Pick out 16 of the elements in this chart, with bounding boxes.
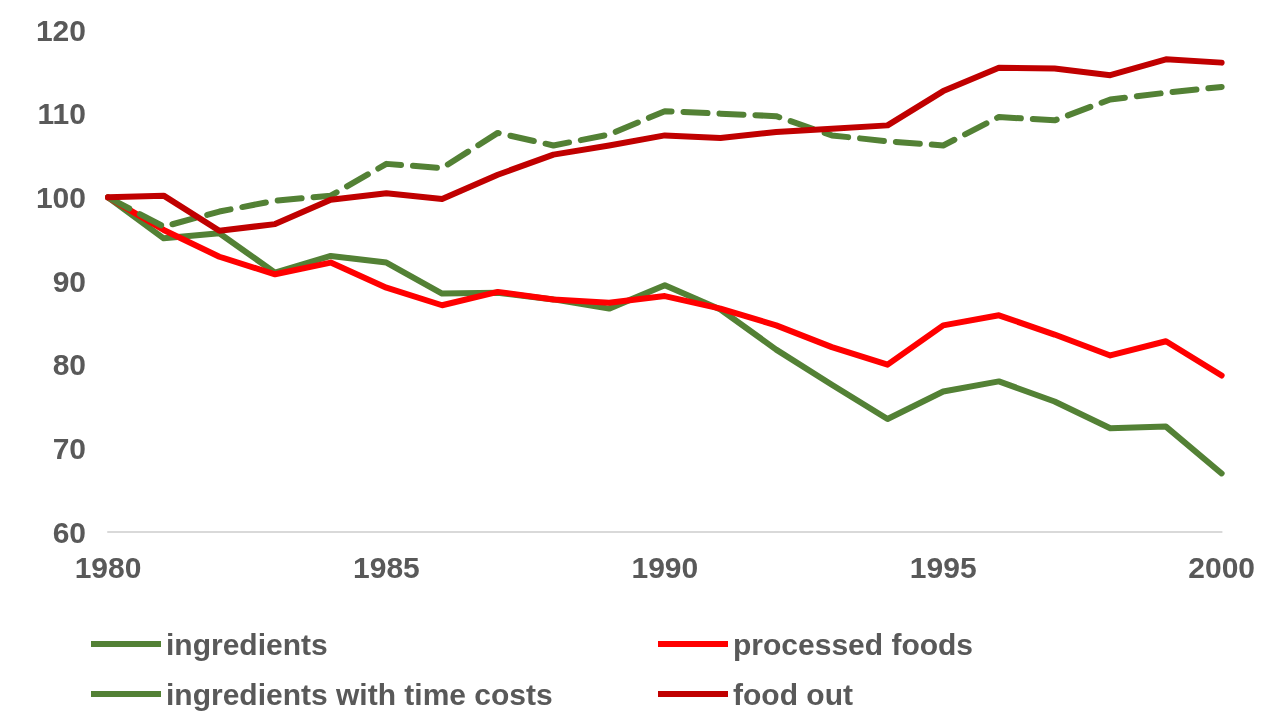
x-tick-label: 1995: [909, 550, 977, 584]
legend-label: ingredients with time costs: [166, 677, 553, 711]
y-tick-label: 60: [52, 515, 86, 549]
y-tick-label: 70: [52, 431, 86, 465]
y-tick-label: 90: [52, 264, 86, 298]
x-tick-label: 1990: [631, 550, 699, 584]
y-tick-label: 80: [52, 348, 86, 382]
y-tick-label: 100: [35, 180, 86, 214]
legend-label: ingredients: [166, 627, 328, 661]
y-tick-label: 120: [35, 13, 86, 47]
legend-label: food out: [733, 677, 853, 711]
legend-label: processed foods: [733, 627, 974, 661]
x-tick-label: 2000: [1188, 550, 1256, 584]
y-tick-label: 110: [37, 97, 86, 131]
x-tick-label: 1980: [74, 550, 142, 584]
x-tick-label: 1985: [353, 550, 420, 584]
